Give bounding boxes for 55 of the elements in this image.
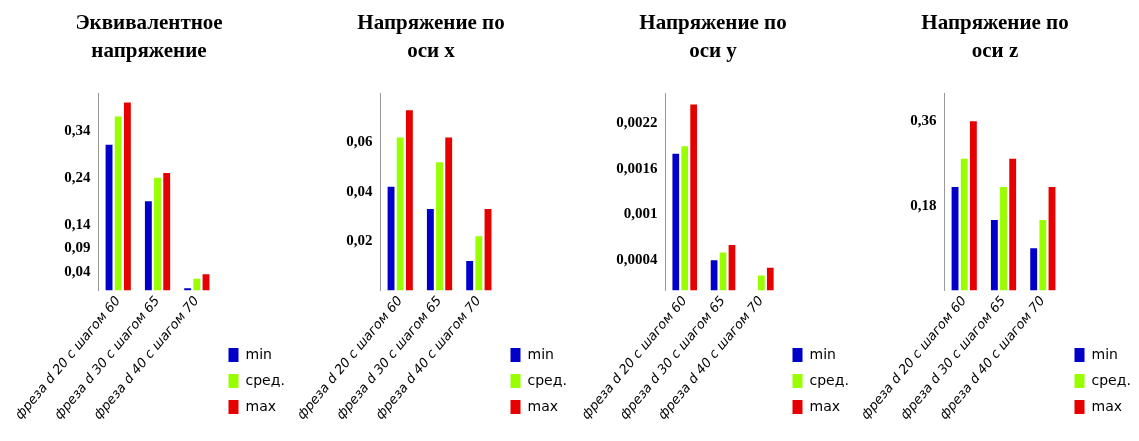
y-tick-label: 0,18 xyxy=(910,196,937,213)
legend-label: max xyxy=(245,397,277,414)
chart-title: Напряжение по оси y xyxy=(638,9,788,64)
bar xyxy=(193,278,201,291)
bar xyxy=(969,121,977,291)
bar xyxy=(396,137,404,291)
bar xyxy=(990,220,998,291)
y-tick-label: 0,34 xyxy=(64,121,92,138)
bar xyxy=(445,137,453,291)
bar xyxy=(163,172,171,291)
bar xyxy=(672,153,680,291)
y-tick-label: 0,14 xyxy=(64,215,92,232)
bar xyxy=(1000,187,1007,291)
bar xyxy=(1009,158,1017,291)
y-tick-label: 0,0016 xyxy=(616,159,659,176)
bar xyxy=(405,110,413,291)
y-tick-label: 0,02 xyxy=(346,232,373,249)
bar xyxy=(466,260,474,291)
chart-title: Напряжение по оси z xyxy=(920,9,1070,64)
y-tick-label: 0,0022 xyxy=(616,114,658,131)
bar xyxy=(475,236,483,291)
bar xyxy=(144,201,152,291)
bar xyxy=(681,146,689,291)
bar xyxy=(960,158,968,291)
y-tick-label: 0,001 xyxy=(623,205,658,222)
y-tick-label: 0,04 xyxy=(64,262,92,279)
bar xyxy=(766,267,774,291)
legend-label: сред. xyxy=(809,371,849,388)
legend-label: min xyxy=(527,345,554,362)
bar xyxy=(757,275,765,291)
legend-label: сред. xyxy=(527,371,567,388)
bar xyxy=(690,104,698,291)
legend-label: min xyxy=(1091,345,1118,362)
legend-label: max xyxy=(809,397,841,414)
bar xyxy=(114,116,122,291)
legend-label: сред. xyxy=(245,371,285,388)
y-tick-label: 0,09 xyxy=(64,239,91,256)
y-tick-label: 0,24 xyxy=(64,168,92,185)
legend-label: min xyxy=(809,345,836,362)
y-tick-label: 0,04 xyxy=(346,182,374,199)
legend-label: max xyxy=(527,397,559,414)
bar xyxy=(426,209,434,291)
y-tick-label: 0,36 xyxy=(910,112,938,129)
bar xyxy=(123,102,131,291)
legend-label: min xyxy=(245,345,272,362)
chart-title: Эквивалентное напряжение xyxy=(74,9,224,64)
y-tick-label: 0,06 xyxy=(346,133,374,150)
bar xyxy=(1030,248,1038,291)
legend-label: сред. xyxy=(1091,371,1131,388)
bar xyxy=(436,162,443,291)
legend-label: max xyxy=(1091,397,1123,414)
y-tick-label: 0,0004 xyxy=(616,251,659,268)
bar xyxy=(154,177,161,291)
bar xyxy=(1039,220,1047,291)
chart-title: Напряжение по оси x xyxy=(356,9,506,64)
